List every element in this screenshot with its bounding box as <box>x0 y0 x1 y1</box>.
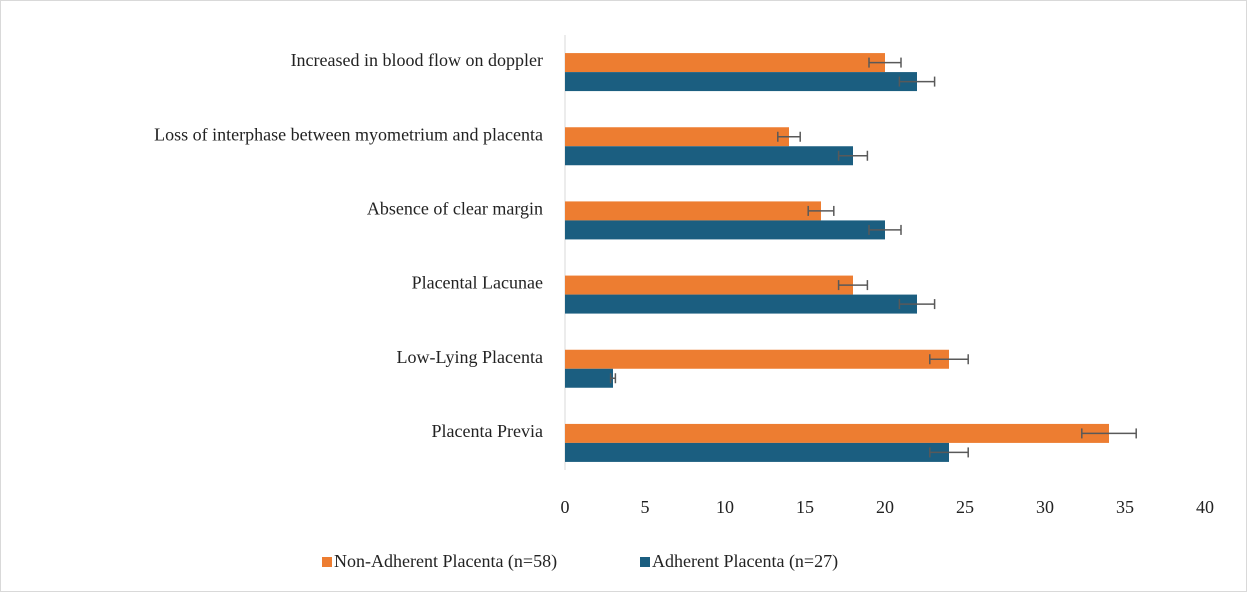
legend-label: Adherent Placenta (n=27) <box>652 551 838 572</box>
x-tick-label: 10 <box>716 497 734 517</box>
bar <box>565 201 821 221</box>
x-tick-label: 40 <box>1196 497 1214 517</box>
error-bar <box>837 280 869 291</box>
bar <box>565 368 613 388</box>
y-tick-label: Absence of clear margin <box>367 199 543 219</box>
x-tick-label: 15 <box>796 497 814 517</box>
bar <box>565 127 789 147</box>
legend-swatch <box>322 557 332 567</box>
y-tick-label: Placental Lacunae <box>412 273 543 293</box>
error-bar <box>609 373 617 384</box>
bar <box>565 294 917 314</box>
x-tick-label: 5 <box>641 497 650 517</box>
bar <box>565 275 853 295</box>
x-tick-label: 35 <box>1116 497 1134 517</box>
error-bar <box>898 76 936 87</box>
bar <box>565 349 949 369</box>
x-tick-label: 20 <box>876 497 894 517</box>
x-tick-label: 0 <box>561 497 570 517</box>
error-bar <box>807 205 835 216</box>
x-tick-label: 25 <box>956 497 974 517</box>
y-tick-label: Increased in blood flow on doppler <box>291 50 543 70</box>
error-bar <box>777 131 801 142</box>
legend-label: Non-Adherent Placenta (n=58) <box>334 551 557 572</box>
error-bar <box>1081 428 1137 439</box>
bar <box>565 72 917 92</box>
error-bar <box>868 224 902 235</box>
error-bar <box>898 299 936 310</box>
bar <box>565 442 949 462</box>
y-tick-label: Loss of interphase between myometrium an… <box>154 124 543 144</box>
bar <box>565 53 885 73</box>
error-bar <box>929 354 969 365</box>
error-bar <box>868 57 902 68</box>
bar <box>565 423 1109 443</box>
legend-swatch <box>640 557 650 567</box>
bar <box>565 146 853 166</box>
y-tick-label: Placenta Previa <box>432 421 543 441</box>
x-tick-label: 30 <box>1036 497 1054 517</box>
error-bar <box>837 150 869 161</box>
bar <box>565 220 885 240</box>
error-bar <box>929 447 969 458</box>
y-tick-label: Low-Lying Placenta <box>397 347 543 367</box>
